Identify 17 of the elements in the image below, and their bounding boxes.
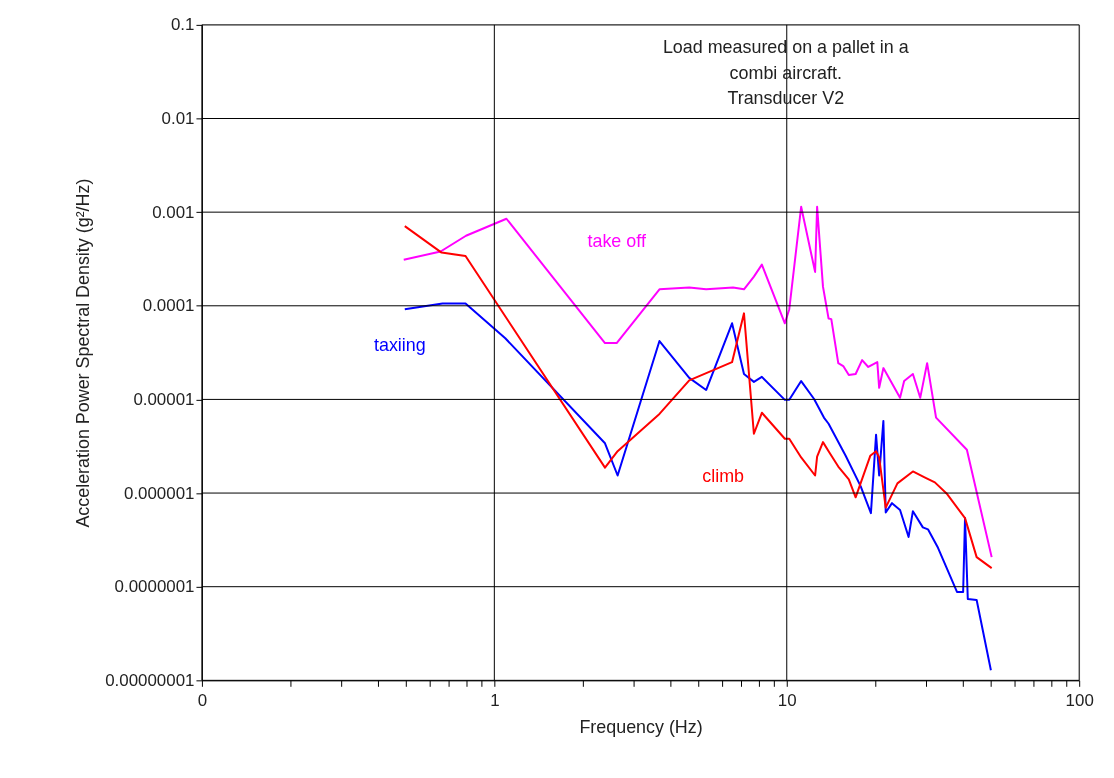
x-tick-label: 0 (197, 690, 208, 710)
y-tick-label: 0.0000001 (114, 577, 195, 597)
y-tick-label: 0.0001 (142, 296, 195, 316)
x-tick-label: 100 (1065, 690, 1094, 710)
y-tick-label: 0.01 (161, 108, 195, 128)
x-axis-title: Frequency (Hz) (579, 716, 703, 737)
text: take off (587, 230, 646, 251)
series-label: taxiing (373, 335, 426, 356)
y-axis-title: Acceleration Power Spectral Density (g²/Hz) (73, 178, 94, 528)
x-tick-label: 1 (490, 690, 500, 710)
y-tick-label: 0.000001 (124, 483, 195, 503)
series-label: climb (702, 466, 745, 487)
y-tick-label: 0.00001 (133, 389, 195, 409)
y-tick-label: 0.001 (152, 202, 195, 222)
y-tick-label: 0.00000001 (105, 670, 195, 690)
y-tick-label: 0.1 (170, 15, 195, 35)
x-tick-label: 10 (777, 690, 797, 710)
